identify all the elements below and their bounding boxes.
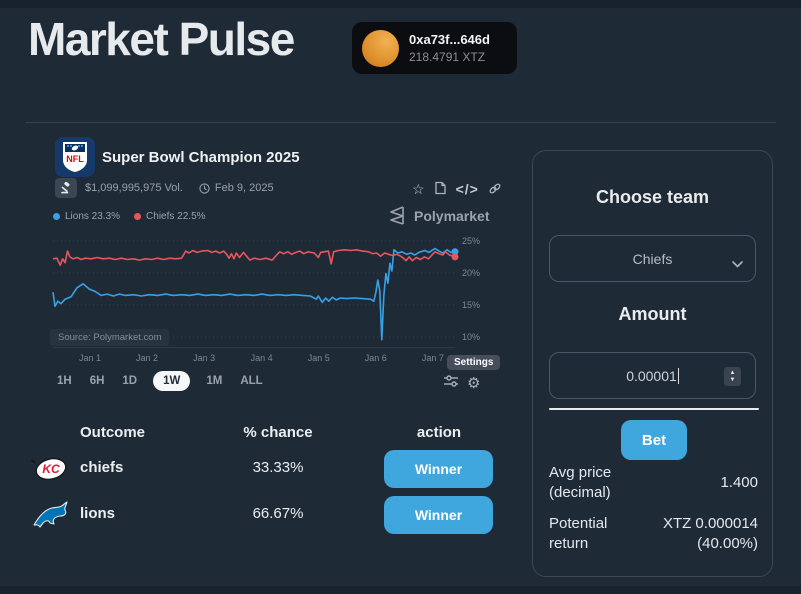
range-button-6h[interactable]: 6H — [88, 371, 107, 391]
outcome-chance-lions: 66.67% — [252, 505, 304, 522]
column-header-action: action — [416, 424, 462, 441]
y-tick-label: 15% — [462, 300, 481, 310]
avg-price-label: Avg price (decimal) — [549, 464, 612, 502]
text-caret — [677, 367, 679, 384]
legend-dot-icon — [134, 213, 142, 220]
bet-button[interactable]: Bet — [621, 420, 687, 460]
x-tick-label: Jan 1 — [78, 353, 101, 363]
star-icon[interactable]: ☆ — [412, 181, 425, 197]
winner-button-lions[interactable]: Winner — [384, 496, 493, 534]
time-range-buttons: 1H 6H 1D 1W 1M ALL — [55, 371, 265, 391]
market-title: Super Bowl Champion 2025 — [102, 149, 300, 166]
outcome-name-lions: lions — [80, 505, 116, 522]
potential-return-label: Potential return — [549, 514, 608, 552]
series-line-chiefs — [52, 249, 456, 267]
lions-logo-icon — [30, 497, 74, 533]
series-endpoint-lions — [451, 248, 459, 256]
polymarket-logo-icon — [390, 206, 404, 225]
column-header-outcome: Outcome — [80, 424, 146, 441]
price-chart[interactable] — [52, 237, 459, 348]
stepper-up-icon[interactable]: ▲ — [729, 369, 736, 376]
range-button-1h[interactable]: 1H — [55, 371, 74, 391]
x-tick-label: Jan 4 — [250, 353, 273, 363]
page-title: Market Pulse — [28, 13, 295, 65]
chart-legend: Lions 23.3% Chiefs 22.5% — [53, 211, 206, 222]
chart-source-watermark: Source: Polymarket.com — [50, 329, 170, 346]
legend-item: Chiefs 22.5% — [134, 211, 206, 222]
outcome-name-chiefs: chiefs — [80, 459, 124, 476]
gavel-icon — [55, 178, 77, 198]
range-button-1m[interactable]: 1M — [204, 371, 224, 391]
potential-return-row: Potential return XTZ 0.000014 (40.00%) — [549, 514, 758, 555]
svg-text:NFL: NFL — [66, 154, 84, 164]
x-tick-label: Jan 5 — [307, 353, 330, 363]
embed-code-icon[interactable]: </> — [455, 181, 479, 197]
chiefs-logo-icon: KC — [30, 451, 74, 487]
avg-price-value: 1.400 — [720, 474, 758, 492]
stepper-down-icon[interactable]: ▼ — [729, 376, 736, 383]
x-tick-label: Jan 6 — [364, 353, 387, 363]
x-tick-label: Jan 2 — [136, 353, 159, 363]
wallet-avatar-icon — [362, 29, 399, 67]
legend-label: Lions 23.3% — [65, 211, 121, 222]
range-button-all[interactable]: ALL — [238, 371, 264, 391]
series-line-lions — [52, 247, 456, 341]
range-button-1w[interactable]: 1W — [153, 371, 191, 391]
team-select-value: Chiefs — [632, 250, 673, 267]
wallet-address: 0xa73f...646d — [409, 32, 490, 48]
x-tick-label: Jan 7 — [421, 353, 444, 363]
y-tick-label: 20% — [462, 267, 481, 278]
range-button-1d[interactable]: 1D — [120, 371, 139, 391]
choose-team-heading: Choose team — [595, 187, 710, 207]
chevron-down-icon — [732, 255, 743, 273]
wallet-badge[interactable]: 0xa73f...646d 218.4791 XTZ — [352, 22, 517, 74]
market-volume: $1,099,995,975 Vol. — [85, 182, 183, 194]
legend-label: Chiefs 22.5% — [146, 211, 206, 222]
y-tick-label: 10% — [462, 332, 481, 343]
amount-input[interactable]: 0.00001 ▲ ▼ — [549, 352, 756, 399]
panel-divider — [549, 408, 759, 410]
chart-x-axis: Jan 1 Jan 2 Jan 3 Jan 4 Jan 5 Jan 6 Jan 7 — [53, 353, 455, 365]
winner-button-chiefs[interactable]: Winner — [384, 450, 493, 488]
link-icon[interactable] — [488, 182, 502, 197]
polymarket-brand: Polymarket — [388, 205, 489, 226]
outcome-chance-chiefs: 33.33% — [252, 459, 304, 476]
clock-icon — [199, 182, 210, 194]
sliders-icon[interactable] — [443, 374, 459, 393]
gear-icon[interactable]: ⚙ — [467, 375, 481, 392]
column-header-chance: % chance — [243, 424, 313, 441]
amount-stepper[interactable]: ▲ ▼ — [724, 367, 741, 386]
nfl-logo-icon: NFL — [55, 137, 95, 177]
legend-dot-icon — [53, 213, 60, 220]
x-tick-label: Jan 3 — [193, 353, 216, 363]
chart-settings-button[interactable]: Settings — [447, 355, 501, 370]
legend-item: Lions 23.3% — [53, 211, 120, 222]
potential-return-value: XTZ 0.000014 (40.00%) — [662, 514, 758, 552]
polymarket-brand-label: Polymarket — [414, 207, 490, 224]
header-divider — [25, 122, 776, 123]
amount-heading: Amount — [618, 304, 687, 324]
file-icon[interactable] — [434, 181, 447, 197]
top-edge — [0, 0, 801, 8]
team-select[interactable]: Chiefs — [549, 235, 756, 282]
bet-panel: Choose team Chiefs Amount 0.00001 ▲ ▼ Be… — [532, 150, 773, 577]
chart-y-axis: 25% 20% 15% 10% — [462, 235, 492, 348]
wallet-balance: 218.4791 XTZ — [409, 49, 486, 64]
avg-price-row: Avg price (decimal) 1.400 — [549, 463, 758, 504]
bottom-edge — [0, 586, 801, 594]
y-tick-label: 25% — [462, 235, 481, 246]
series-endpoint-chiefs — [451, 253, 459, 261]
market-date: Feb 9, 2025 — [214, 182, 274, 194]
svg-text:KC: KC — [42, 462, 60, 476]
amount-value: 0.00001 — [626, 367, 677, 384]
